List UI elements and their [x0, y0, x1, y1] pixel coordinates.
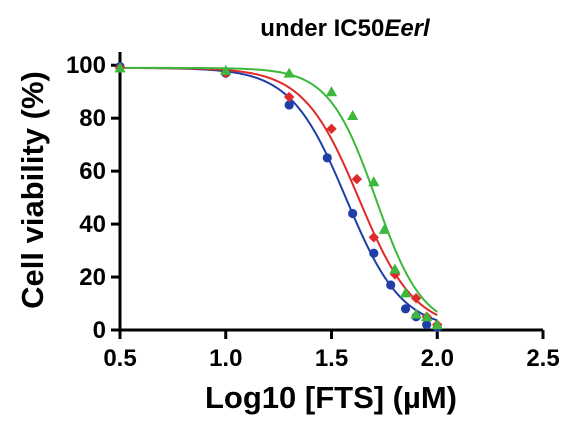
y-axis-ticks: 0 20 40 60 80 100: [66, 52, 120, 344]
data-point-series-1: [284, 91, 295, 103]
x-tick-label: 1.0: [209, 345, 242, 372]
chart-title-italic: Eerl: [384, 15, 431, 42]
y-tick-label: 100: [66, 52, 106, 79]
fit-curves: [119, 66, 438, 322]
data-point-series-2: [389, 263, 401, 274]
data-point-series-0: [322, 153, 332, 163]
chart-title-main: under IC50: [260, 15, 384, 42]
fit-curve-2: [120, 66, 438, 313]
x-axis-ticks: 0.5 1.0 1.5 2.0 2.5: [103, 330, 560, 372]
data-point-series-2: [368, 176, 380, 187]
data-point-series-0: [386, 280, 396, 290]
y-tick-label: 0: [93, 317, 106, 344]
data-point-series-0: [400, 304, 411, 314]
data-point-series-0: [348, 208, 358, 219]
data-point-series-1: [368, 232, 379, 243]
y-tick-label: 60: [79, 158, 106, 185]
x-tick-label: 0.5: [103, 345, 136, 372]
data-point-series-2: [421, 311, 433, 322]
y-axis-label: Cell viability (%): [15, 71, 50, 309]
y-tick-label: 40: [79, 211, 106, 238]
data-point-series-0: [369, 248, 379, 258]
data-point-series-2: [114, 62, 126, 73]
data-point-series-2: [347, 109, 359, 121]
x-tick-label: 1.5: [315, 345, 348, 372]
data-point-series-2: [378, 223, 390, 234]
data-point-series-2: [283, 67, 295, 78]
data-point-series-1: [410, 293, 422, 304]
data-point-series-2: [431, 319, 443, 330]
data-point-series-0: [422, 320, 432, 330]
data-points: [114, 61, 443, 332]
x-tick-label: 2.0: [421, 345, 454, 372]
data-point-series-2: [410, 308, 422, 319]
y-tick-label: 80: [79, 105, 106, 132]
x-tick-label: 2.5: [526, 345, 559, 372]
data-point-series-2: [399, 287, 412, 298]
data-point-series-2: [325, 86, 338, 97]
data-point-series-1: [351, 173, 363, 185]
data-point-series-0: [284, 100, 294, 110]
data-point-series-2: [220, 64, 232, 76]
x-axis-label: Log10 [FTS] (µM): [205, 380, 457, 415]
fit-curve-1: [119, 66, 438, 317]
y-tick-label: 20: [79, 264, 106, 291]
data-point-series-1: [326, 123, 337, 134]
chart-title: under IC50Eerl: [260, 15, 431, 42]
